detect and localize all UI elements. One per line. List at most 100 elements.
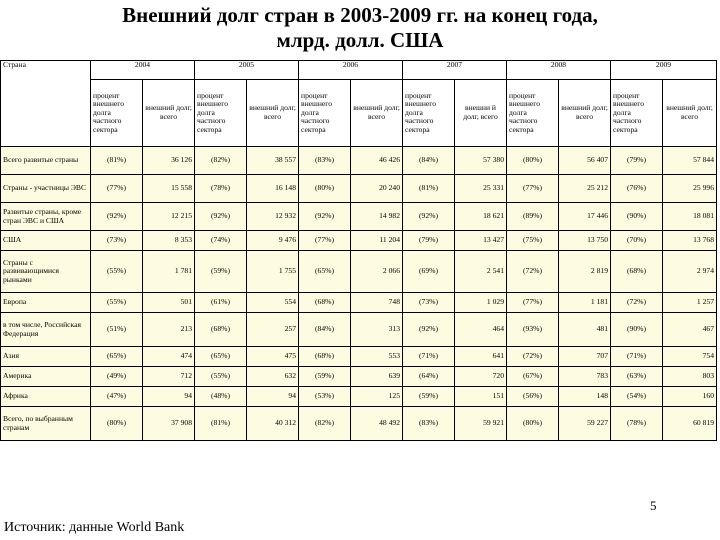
private-share-cell: (83%)	[402, 406, 455, 441]
table-row: Страны с развивающимися рынками (55%) 1 78…	[0, 250, 717, 293]
title-line-2: млрд. долл. США	[276, 28, 444, 52]
private-share-cell: (53%)	[298, 386, 351, 407]
private-share-cell: (80%)	[90, 406, 143, 441]
total-debt-cell: 94	[246, 386, 299, 407]
year-header: 2008	[506, 60, 611, 80]
private-share-cell: (49%)	[90, 366, 143, 387]
total-debt-cell: 148	[558, 386, 611, 407]
country-name-cell: Страны - участницы ЭВС	[0, 174, 91, 203]
private-share-cell: (78%)	[610, 406, 663, 441]
private-share-cell: (74%)	[194, 230, 247, 251]
total-debt-cell: 313	[350, 312, 403, 347]
year-header: 2009	[610, 60, 717, 80]
private-share-header: процент внешнего долга частного сектора	[90, 79, 143, 147]
private-share-cell: (68%)	[298, 346, 351, 367]
private-share-cell: (61%)	[194, 292, 247, 313]
year-header: 2007	[402, 60, 507, 80]
total-debt-cell: 553	[350, 346, 403, 367]
total-debt-cell: 632	[246, 366, 299, 387]
private-share-cell: (71%)	[402, 346, 455, 367]
private-share-cell: (81%)	[194, 406, 247, 441]
private-share-cell: (63%)	[610, 366, 663, 387]
private-share-cell: (81%)	[90, 146, 143, 175]
private-share-cell: (69%)	[402, 250, 455, 293]
country-name-cell: Всего развитые страны	[0, 146, 91, 175]
private-share-cell: (55%)	[90, 250, 143, 293]
source-note: Источник: данные World Bank	[4, 520, 185, 535]
total-debt-cell: 712	[142, 366, 195, 387]
table-body: Всего развитые страны (81%) 36 126 (82%) 38 …	[0, 146, 717, 441]
total-debt-cell: 59 227	[558, 406, 611, 441]
total-debt-cell: 13 768	[662, 230, 717, 251]
total-debt-cell: 754	[662, 346, 717, 367]
total-debt-cell: 160	[662, 386, 717, 407]
country-name-cell: Азия	[0, 346, 91, 367]
total-debt-cell: 11 204	[350, 230, 403, 251]
private-share-header: процент внешнего долга частного сектора	[610, 79, 663, 147]
private-share-cell: (71%)	[610, 346, 663, 367]
country-name-cell: США	[0, 230, 91, 251]
total-debt-cell: 17 446	[558, 202, 611, 231]
total-debt-cell: 151	[454, 386, 507, 407]
private-share-cell: (65%)	[90, 346, 143, 367]
total-debt-cell: 36 126	[142, 146, 195, 175]
private-share-cell: (80%)	[506, 146, 559, 175]
total-debt-cell: 639	[350, 366, 403, 387]
total-debt-cell: 13 750	[558, 230, 611, 251]
total-debt-cell: 9 476	[246, 230, 299, 251]
private-share-cell: (92%)	[402, 312, 455, 347]
total-debt-cell: 1 181	[558, 292, 611, 313]
private-share-cell: (56%)	[506, 386, 559, 407]
total-debt-cell: 14 982	[350, 202, 403, 231]
country-name-cell: Америка	[0, 366, 91, 387]
private-share-cell: (72%)	[506, 346, 559, 367]
private-share-header: процент внешнего долга частного сектора	[506, 79, 559, 147]
private-share-cell: (76%)	[610, 174, 663, 203]
country-name-cell: Развитые страны, кроме стран ЭВС и США	[0, 202, 91, 231]
private-share-cell: (78%)	[194, 174, 247, 203]
private-share-cell: (54%)	[610, 386, 663, 407]
table-row: Америка (49%) 712 (55%) 632 (59%) 639 (64%) 720(…	[0, 366, 717, 387]
table-row: Европа (55%) 501 (61%) 554 (68%) 748 (73%) 1 029…	[0, 292, 717, 313]
private-share-cell: (93%)	[506, 312, 559, 347]
total-debt-header: внешний долг, всего	[142, 79, 195, 147]
total-debt-cell: 2 066	[350, 250, 403, 293]
private-share-cell: (51%)	[90, 312, 143, 347]
total-debt-cell: 12 215	[142, 202, 195, 231]
external-debt-table: Страна 2004 2005 2006 2007 2008 2009 процент …	[0, 60, 717, 441]
private-share-cell: (77%)	[506, 292, 559, 313]
private-share-cell: (73%)	[90, 230, 143, 251]
total-debt-header: внешний долг, всего	[350, 79, 403, 147]
private-share-cell: (72%)	[610, 292, 663, 313]
private-share-cell: (82%)	[194, 146, 247, 175]
private-share-cell: (84%)	[402, 146, 455, 175]
private-share-cell: (90%)	[610, 202, 663, 231]
total-debt-cell: 1 029	[454, 292, 507, 313]
total-debt-cell: 475	[246, 346, 299, 367]
private-share-cell: (92%)	[298, 202, 351, 231]
total-debt-cell: 37 908	[142, 406, 195, 441]
private-share-header: процент внешнего долга частного сектора	[402, 79, 455, 147]
year-header-row: Страна 2004 2005 2006 2007 2008 2009	[0, 60, 717, 147]
total-debt-cell: 554	[246, 292, 299, 313]
private-share-cell: (70%)	[610, 230, 663, 251]
total-debt-cell: 25 331	[454, 174, 507, 203]
total-debt-cell: 464	[454, 312, 507, 347]
table-row: Развитые страны, кроме стран ЭВС и США (9…	[0, 202, 717, 231]
table-row: Африка (47%) 94 (48%) 94 (53%) 125 (59%) 151 (56%…	[0, 386, 717, 407]
total-debt-cell: 59 921	[454, 406, 507, 441]
slide-title: Внешний долг стран в 2003-2009 гг. на ко…	[0, 3, 720, 53]
private-share-cell: (48%)	[194, 386, 247, 407]
private-share-cell: (68%)	[610, 250, 663, 293]
private-share-cell: (89%)	[506, 202, 559, 231]
country-name-cell: Страны с развивающимися рынками	[0, 250, 91, 293]
total-debt-cell: 803	[662, 366, 717, 387]
year-header: 2006	[298, 60, 403, 80]
total-debt-cell: 2 974	[662, 250, 717, 293]
private-share-cell: (92%)	[194, 202, 247, 231]
private-share-cell: (59%)	[298, 366, 351, 387]
total-debt-cell: 18 621	[454, 202, 507, 231]
private-share-cell: (75%)	[506, 230, 559, 251]
subheader-row: процент внешнего долга частного сектора в…	[1, 79, 717, 147]
total-debt-cell: 213	[142, 312, 195, 347]
